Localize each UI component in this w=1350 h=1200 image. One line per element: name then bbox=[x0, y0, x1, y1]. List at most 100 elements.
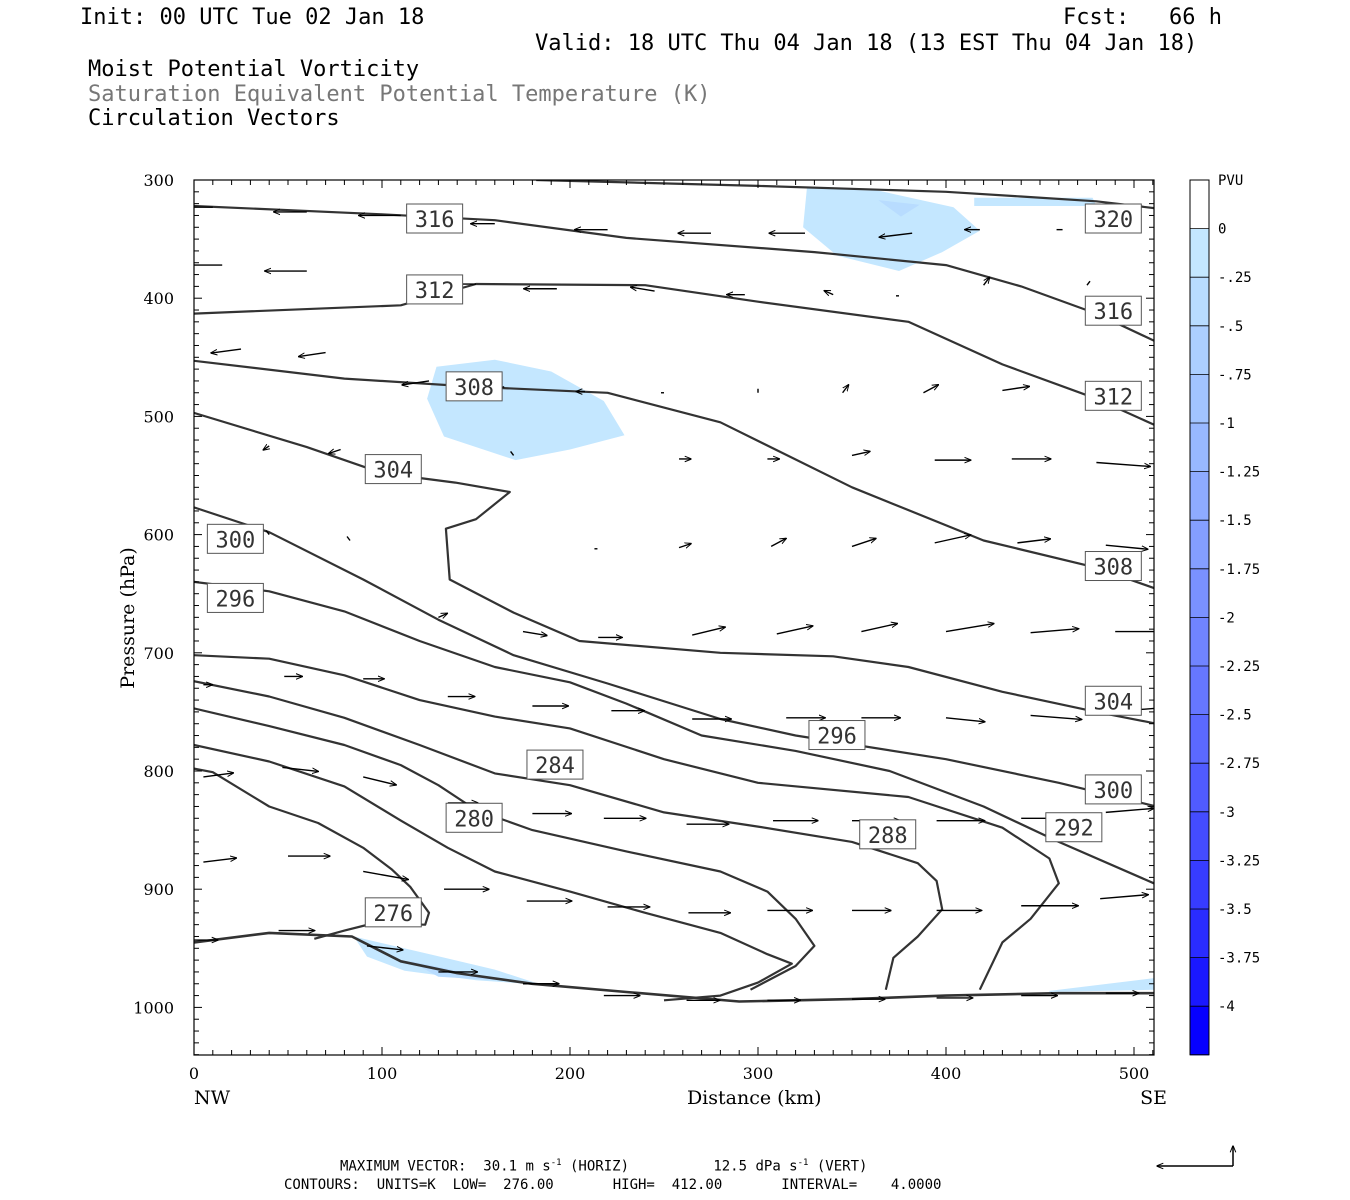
contour-label-box bbox=[1084, 774, 1142, 805]
circulation-vector bbox=[438, 613, 447, 617]
theta-contour-320 bbox=[536, 180, 1154, 210]
x-tick-label: 500 bbox=[1119, 1064, 1150, 1083]
contour-label-box bbox=[1084, 551, 1142, 582]
valid-time: Valid: 18 UTC Thu 04 Jan 18 (13 EST Thu … bbox=[535, 31, 1198, 56]
contour-label-296: 296 bbox=[215, 587, 255, 612]
colorbar-label: -2.25 bbox=[1218, 659, 1260, 675]
circulation-vector bbox=[945, 717, 985, 722]
contour-label-box bbox=[526, 749, 584, 780]
contour-label-box bbox=[1084, 380, 1142, 411]
y-tick-label: 800 bbox=[143, 762, 174, 781]
colorbar-label: -3 bbox=[1218, 805, 1235, 821]
theta-contour-296 bbox=[194, 580, 1154, 885]
colorbar-label: -3.25 bbox=[1218, 853, 1260, 869]
theta-contour-280 bbox=[194, 743, 793, 1002]
y-tick-label: 500 bbox=[143, 407, 174, 426]
circulation-vector bbox=[934, 535, 971, 544]
colorbar-label: -4 bbox=[1218, 999, 1235, 1015]
theta-contour-288 bbox=[194, 680, 944, 990]
circulation-vector bbox=[983, 277, 990, 286]
contour-label-312: 312 bbox=[1093, 385, 1133, 410]
circulation-vector bbox=[510, 450, 515, 456]
pv-shade-region bbox=[878, 200, 920, 217]
colorbar-swatch bbox=[1190, 568, 1209, 618]
circulation-vector bbox=[263, 446, 269, 450]
axes-layer: 0 100 200 300 400 500 300 400 500 600 700 800 900 100… bbox=[117, 171, 1167, 1109]
contour-label-292: 292 bbox=[1054, 817, 1094, 842]
x-tick-label: 400 bbox=[931, 1064, 962, 1083]
circulation-vector bbox=[776, 626, 813, 635]
colorbar-swatch bbox=[1190, 957, 1209, 1007]
contour-label-312: 312 bbox=[415, 279, 455, 304]
circulation-vector bbox=[770, 538, 786, 548]
y-tick-label: 1000 bbox=[133, 998, 174, 1017]
contour-label-box bbox=[364, 897, 422, 928]
circulation-vector bbox=[1030, 629, 1079, 634]
y-axis-title: Pressure (hPa) bbox=[117, 547, 139, 689]
contour-label-304: 304 bbox=[1093, 690, 1133, 715]
colorbar-label: -.75 bbox=[1218, 367, 1252, 383]
field-title-pv: Moist Potential Vorticity bbox=[88, 57, 420, 82]
plot-frame bbox=[193, 179, 1155, 1056]
circulation-vector bbox=[366, 945, 403, 950]
x-tick-label: 300 bbox=[743, 1064, 774, 1083]
contour-label-box bbox=[364, 454, 422, 485]
contour-label-box bbox=[1084, 685, 1142, 716]
theta-contour-308 bbox=[194, 359, 1154, 590]
contour-label-308: 308 bbox=[454, 376, 494, 401]
x-axis-title: Distance (km) bbox=[687, 1087, 822, 1109]
circulation-vector bbox=[678, 544, 691, 548]
theta-contour-0 bbox=[194, 931, 1154, 1003]
circulation-vector bbox=[1105, 544, 1148, 549]
init-time: Init: 00 UTC Tue 02 Jan 18 bbox=[80, 5, 425, 30]
contour-label-box bbox=[445, 371, 503, 402]
circulation-vector bbox=[211, 348, 242, 353]
circulation-vector bbox=[692, 627, 725, 636]
colorbar-swatch bbox=[1190, 471, 1209, 521]
circulation-vector bbox=[402, 380, 430, 385]
colorbar-label: -3.5 bbox=[1218, 902, 1252, 918]
colorbar-label: -.25 bbox=[1218, 270, 1252, 286]
contour-label-300: 300 bbox=[215, 528, 255, 553]
circulation-vector bbox=[1002, 386, 1029, 392]
pv-shade-region bbox=[353, 936, 542, 985]
pv-shading-layer bbox=[353, 188, 1154, 992]
field-title-theta: Saturation Equivalent Potential Temperat… bbox=[88, 82, 711, 107]
circulation-vector bbox=[203, 858, 236, 863]
circulation-vector bbox=[842, 385, 849, 394]
contour-label-box bbox=[859, 819, 917, 850]
x-tick-label: 200 bbox=[555, 1064, 586, 1083]
colorbar-label: -2.5 bbox=[1218, 708, 1252, 724]
colorbar-swatch bbox=[1190, 374, 1209, 424]
colorbar-swatch bbox=[1190, 1006, 1209, 1056]
circulation-vector bbox=[346, 536, 351, 541]
colorbar-swatch bbox=[1190, 180, 1209, 230]
colorbar-label: -2 bbox=[1218, 610, 1235, 626]
x-tick-label: 100 bbox=[367, 1064, 398, 1083]
colorbar-swatch bbox=[1190, 666, 1209, 716]
circulation-vector bbox=[299, 351, 326, 357]
pv-shade-region bbox=[974, 197, 1097, 206]
y-tick-label: 900 bbox=[143, 880, 174, 899]
circulation-vector bbox=[923, 385, 938, 394]
circulation-vector-layer bbox=[194, 206, 1154, 1000]
contour-label-box bbox=[1084, 203, 1142, 234]
contour-label-box bbox=[406, 203, 464, 234]
circulation-vector bbox=[1030, 714, 1082, 719]
colorbar-swatch bbox=[1190, 277, 1209, 327]
colorbar-label: -1.5 bbox=[1218, 513, 1252, 529]
contour-label-276: 276 bbox=[373, 902, 413, 927]
field-title-vectors: Circulation Vectors bbox=[88, 106, 340, 131]
contour-label-296: 296 bbox=[817, 725, 857, 750]
circulation-vector bbox=[329, 449, 341, 453]
circulation-vector bbox=[282, 766, 318, 771]
forecast-hour: Fcst: 66 h bbox=[1063, 5, 1222, 30]
colorbar-swatch bbox=[1190, 714, 1209, 764]
circulation-vector bbox=[1017, 539, 1050, 544]
circulation-vector bbox=[363, 870, 408, 879]
max-vector-label: MAXIMUM VECTOR: bbox=[340, 1158, 467, 1175]
circulation-vector bbox=[879, 232, 913, 237]
circulation-vector bbox=[363, 776, 396, 785]
colorbar-swatch bbox=[1190, 617, 1209, 667]
colorbar-swatch bbox=[1190, 763, 1209, 813]
